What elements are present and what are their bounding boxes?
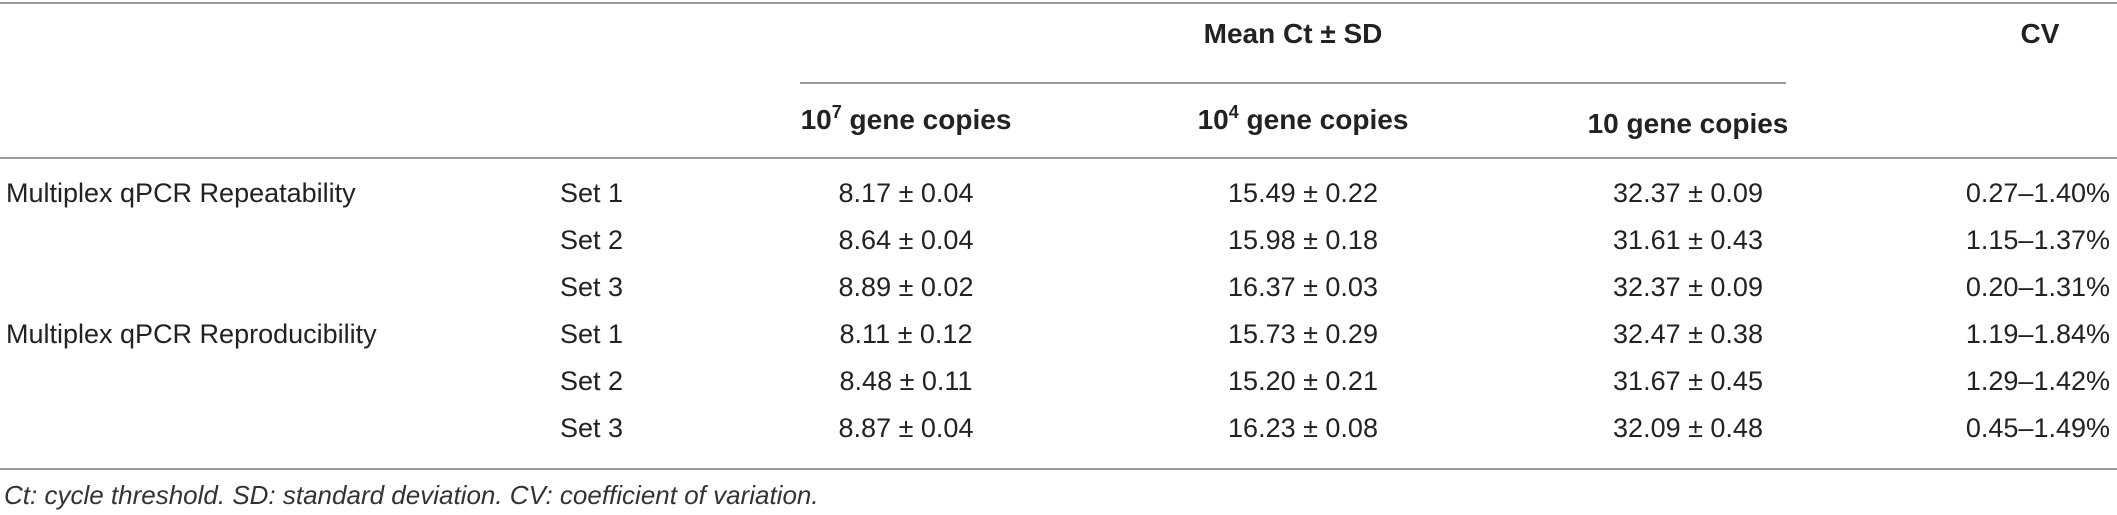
column-header-1e7: 107 gene copies: [800, 103, 1012, 135]
cell-cv: 1.19–1.84%: [1965, 319, 2110, 349]
group-header-rule: [800, 82, 1786, 84]
row-set-label: Set 3: [560, 413, 624, 443]
row-set-label: Set 3: [560, 272, 624, 302]
cell-10-copies: 31.67 ± 0.45: [1613, 366, 1763, 396]
cell-1e4-copies: 15.20 ± 0.21: [1228, 366, 1378, 396]
col2-exponent: 4: [1228, 102, 1239, 122]
cell-1e7-copies: 8.87 ± 0.04: [838, 413, 974, 443]
cell-1e4-copies: 15.49 ± 0.22: [1228, 178, 1378, 208]
col1-suffix: gene copies: [841, 104, 1012, 135]
column-header-10: 10 gene copies: [1588, 110, 1789, 138]
cell-cv: 0.20–1.31%: [1965, 272, 2110, 302]
cell-cv: 1.29–1.42%: [1965, 366, 2110, 396]
cell-10-copies: 32.37 ± 0.09: [1613, 178, 1763, 208]
cell-1e7-copies: 8.64 ± 0.04: [838, 225, 974, 255]
col3-suffix: gene copies: [1618, 108, 1789, 139]
cell-1e7-copies: 8.11 ± 0.12: [839, 319, 973, 349]
row-set-label: Set 1: [560, 178, 624, 208]
row-set-label: Set 2: [560, 366, 624, 396]
cell-10-copies: 32.47 ± 0.38: [1613, 319, 1763, 349]
row-group-label: Multiplex qPCR Repeatability: [6, 178, 356, 208]
table-top-rule: [0, 2, 2117, 4]
cell-cv: 1.15–1.37%: [1965, 225, 2110, 255]
cell-10-copies: 32.09 ± 0.48: [1613, 413, 1763, 443]
group-header-mean-ct: Mean Ct ± SD: [1203, 18, 1383, 49]
cell-1e4-copies: 15.73 ± 0.29: [1228, 319, 1378, 349]
cell-1e7-copies: 8.48 ± 0.11: [839, 366, 973, 396]
column-header-cv: CV: [2020, 18, 2060, 49]
col2-suffix: gene copies: [1238, 104, 1409, 135]
table-bottom-rule: [0, 468, 2117, 470]
cell-cv: 0.27–1.40%: [1965, 178, 2110, 208]
col3-base: 10: [1587, 108, 1619, 139]
row-set-label: Set 1: [560, 319, 624, 349]
cell-1e7-copies: 8.17 ± 0.04: [838, 178, 974, 208]
column-header-1e4: 104 gene copies: [1197, 103, 1409, 135]
row-group-label: Multiplex qPCR Reproducibility: [6, 319, 377, 349]
table-footnote: Ct: cycle threshold. SD: standard deviat…: [4, 480, 819, 510]
row-set-label: Set 2: [560, 225, 624, 255]
header-bottom-rule: [0, 157, 2117, 159]
cell-1e4-copies: 16.23 ± 0.08: [1228, 413, 1378, 443]
col1-exponent: 7: [831, 102, 842, 122]
cell-cv: 0.45–1.49%: [1965, 413, 2110, 443]
cell-1e4-copies: 16.37 ± 0.03: [1228, 272, 1378, 302]
cell-10-copies: 32.37 ± 0.09: [1613, 272, 1763, 302]
cell-1e7-copies: 8.89 ± 0.02: [838, 272, 974, 302]
col1-base: 10: [800, 104, 832, 135]
col2-base: 10: [1197, 104, 1229, 135]
cell-10-copies: 31.61 ± 0.43: [1613, 225, 1763, 255]
cell-1e4-copies: 15.98 ± 0.18: [1228, 225, 1378, 255]
